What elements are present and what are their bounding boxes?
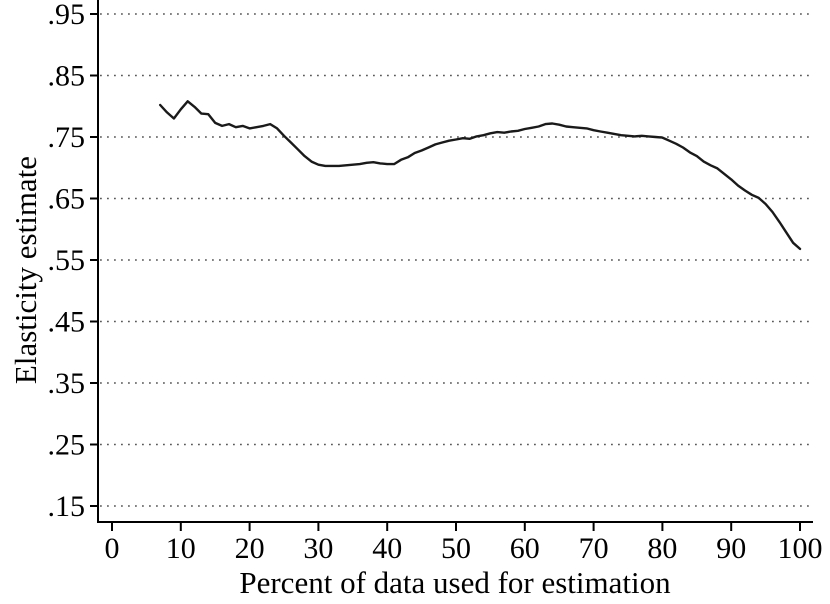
- x-tick-label: 30: [303, 532, 333, 565]
- x-tick-label: 0: [105, 532, 120, 565]
- y-tick-label: .45: [48, 306, 86, 339]
- y-tick-label: .15: [48, 490, 86, 523]
- y-tick-label: .65: [48, 183, 86, 216]
- x-tick-label: 20: [235, 532, 265, 565]
- y-tick-label: .85: [48, 60, 86, 93]
- x-axis-title: Percent of data used for estimation: [239, 565, 671, 600]
- elasticity-line: [158, 100, 802, 251]
- x-tick-label: 80: [647, 532, 677, 565]
- x-tick-label: 10: [166, 532, 196, 565]
- tick-labels: .15 .25 .35 .45 .55 .65 .75 .85 .95 0 10 20 30 40 50 60…: [48, 0, 823, 565]
- tick-marks: [90, 13, 801, 531]
- gridlines: [100, 13, 810, 507]
- y-axis-title: Elasticity estimate: [8, 156, 43, 384]
- x-tick-label: 40: [372, 532, 402, 565]
- x-tick-label: 90: [716, 532, 746, 565]
- axes: [97, 0, 813, 523]
- x-tick-label: 60: [510, 532, 540, 565]
- y-tick-label: .35: [48, 367, 86, 400]
- y-tick-label: .25: [48, 429, 86, 462]
- y-tick-label: .75: [48, 121, 86, 154]
- y-tick-label: .95: [48, 0, 86, 31]
- x-tick-label: 70: [579, 532, 609, 565]
- x-tick-label: 50: [441, 532, 471, 565]
- data-series: [158, 100, 802, 251]
- y-tick-label: .55: [48, 244, 86, 277]
- x-tick-label: 100: [778, 532, 823, 565]
